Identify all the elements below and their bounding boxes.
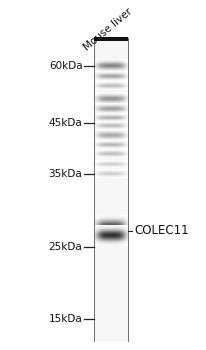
- Text: 25kDa: 25kDa: [49, 241, 82, 252]
- Text: 15kDa: 15kDa: [49, 314, 82, 324]
- Text: 60kDa: 60kDa: [49, 61, 82, 71]
- Bar: [94, 37, 128, 41]
- Text: 45kDa: 45kDa: [49, 118, 82, 127]
- Text: COLEC11: COLEC11: [134, 224, 188, 237]
- Text: Mouse liver: Mouse liver: [81, 6, 134, 52]
- Text: 35kDa: 35kDa: [49, 169, 82, 179]
